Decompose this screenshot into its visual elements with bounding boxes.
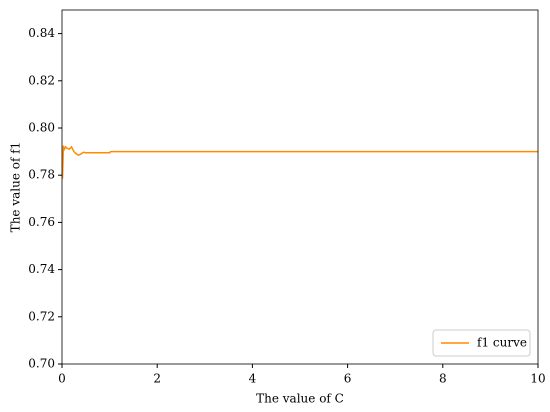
y-axis-label: The value of f1 [9,142,23,233]
y-tick-label: 0.82 [28,73,55,87]
y-tick-label: 0.72 [28,309,55,323]
x-tick-label: 4 [249,372,257,386]
y-tick-label: 0.74 [28,262,55,276]
x-tick-label: 10 [530,372,545,386]
x-tick-label: 6 [344,372,352,386]
x-tick-label: 8 [439,372,447,386]
x-tick-label: 2 [153,372,161,386]
y-tick-label: 0.76 [28,215,55,229]
y-tick-label: 0.80 [28,121,55,135]
y-tick-label: 0.70 [28,357,55,371]
plot-frame [61,9,539,365]
legend-box [432,329,531,357]
line [61,145,538,179]
legend-label: f1 curve [477,336,527,350]
x-axis-label: The value of C [256,392,344,406]
y-tick-label: 0.84 [28,26,55,40]
y-tick-label: 0.78 [28,168,55,182]
x-tick-label: 0 [58,372,66,386]
